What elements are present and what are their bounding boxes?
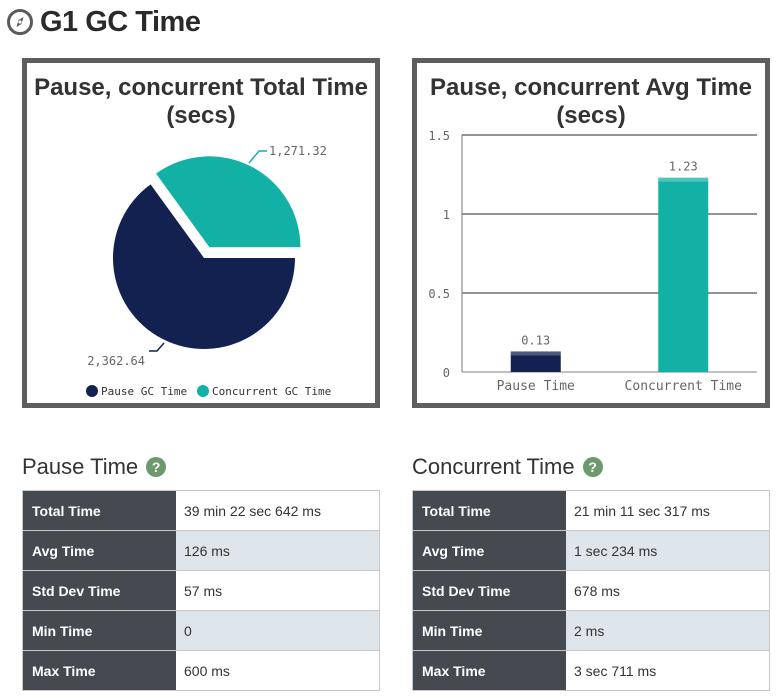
row-label: Std Dev Time (412, 570, 566, 611)
bar-top-highlight (658, 177, 709, 182)
row-value: 2 ms (566, 610, 770, 651)
row-value: 600 ms (176, 650, 380, 691)
bar-pause-time[interactable] (510, 351, 561, 372)
row-label: Total Time (412, 490, 566, 531)
pause-time-table: Total Time 39 min 22 sec 642 ms Avg Time 1… (22, 490, 380, 691)
pie-title-line-1: Pause, concurrent Total Time (34, 74, 368, 101)
bar-concurrent-time[interactable] (658, 177, 709, 372)
row-value: 678 ms (566, 570, 770, 611)
pie-label-concurrent: 1,271.32 (269, 144, 327, 158)
row-value: 57 ms (176, 570, 380, 611)
legend-label-concurrent: Concurrent GC Time (212, 385, 331, 398)
x-tick-label: Concurrent Time (625, 379, 743, 394)
help-icon[interactable]: ? (582, 457, 603, 477)
table-row: Avg Time 126 ms (22, 530, 380, 571)
row-label: Avg Time (412, 530, 566, 571)
row-label: Min Time (412, 610, 566, 651)
x-tick-label: Pause Time (497, 379, 575, 394)
table-row: Total Time 21 min 11 sec 317 ms (412, 490, 770, 531)
y-tick-label: 1 (443, 208, 450, 222)
avg-time-chart-panel: Pause, concurrent Avg Time (secs) 0 0.5 1 1… (412, 58, 770, 408)
row-value: 0 (176, 610, 380, 651)
row-label: Total Time (22, 490, 176, 531)
pie-leader-line-pause (149, 342, 165, 352)
bar-title-line-2: (secs) (556, 102, 625, 129)
page-title: G1 GC Time (40, 5, 201, 38)
row-value: 126 ms (176, 530, 380, 571)
bar-top-highlight (510, 351, 561, 356)
pie-label-pause: 2,362.64 (87, 354, 145, 368)
page-header: G1 GC Time (6, 4, 201, 40)
table-row: Max Time 600 ms (22, 650, 380, 691)
legend-marker-concurrent (197, 385, 209, 397)
concurrent-time-heading: Concurrent Time ? (412, 452, 603, 482)
row-label: Max Time (412, 650, 566, 691)
pie-slice-pause[interactable] (113, 184, 295, 349)
row-value: 39 min 22 sec 642 ms (176, 490, 380, 531)
total-time-chart-panel: Pause, concurrent Total Time (secs) 2,36… (22, 58, 380, 408)
row-label: Avg Time (22, 530, 176, 571)
concurrent-time-table: Total Time 21 min 11 sec 317 ms Avg Time 1… (412, 490, 770, 691)
pause-time-heading: Pause Time ? (22, 452, 167, 482)
row-value: 21 min 11 sec 317 ms (566, 490, 770, 531)
bar-title-line-1: Pause, concurrent Avg Time (430, 74, 752, 101)
legend-marker-pause (86, 385, 98, 397)
bar-value-label: 0.13 (521, 333, 550, 347)
table-row: Min Time 0 (22, 610, 380, 651)
total-time-pie-chart: Pause, concurrent Total Time (secs) 2,36… (34, 74, 368, 398)
help-icon[interactable]: ? (146, 457, 167, 477)
pause-time-title: Pause Time (22, 454, 139, 479)
row-value: 1 sec 234 ms (566, 530, 770, 571)
row-label: Min Time (22, 610, 176, 651)
legend-label-pause: Pause GC Time (101, 385, 187, 398)
table-row: Min Time 2 ms (412, 610, 770, 651)
row-label: Max Time (22, 650, 176, 691)
pie-slice-concurrent[interactable] (156, 156, 301, 248)
table-row: Std Dev Time 57 ms (22, 570, 380, 611)
row-label: Std Dev Time (22, 570, 176, 611)
row-value: 3 sec 711 ms (566, 650, 770, 691)
y-tick-label: 0.5 (428, 287, 450, 301)
pie-leader-line-concurrent (248, 150, 267, 164)
table-row: Avg Time 1 sec 234 ms (412, 530, 770, 571)
table-row: Max Time 3 sec 711 ms (412, 650, 770, 691)
avg-time-bar-chart: Pause, concurrent Avg Time (secs) 0 0.5 1 1… (428, 74, 757, 394)
table-row: Std Dev Time 678 ms (412, 570, 770, 611)
y-tick-label: 0 (443, 366, 450, 380)
concurrent-time-title: Concurrent Time (412, 454, 575, 479)
pie-title-line-2: (secs) (166, 102, 235, 129)
table-row: Total Time 39 min 22 sec 642 ms (22, 490, 380, 531)
bar-value-label: 1.23 (669, 160, 698, 174)
y-tick-label: 1.5 (428, 129, 450, 143)
compass-icon (7, 9, 33, 35)
